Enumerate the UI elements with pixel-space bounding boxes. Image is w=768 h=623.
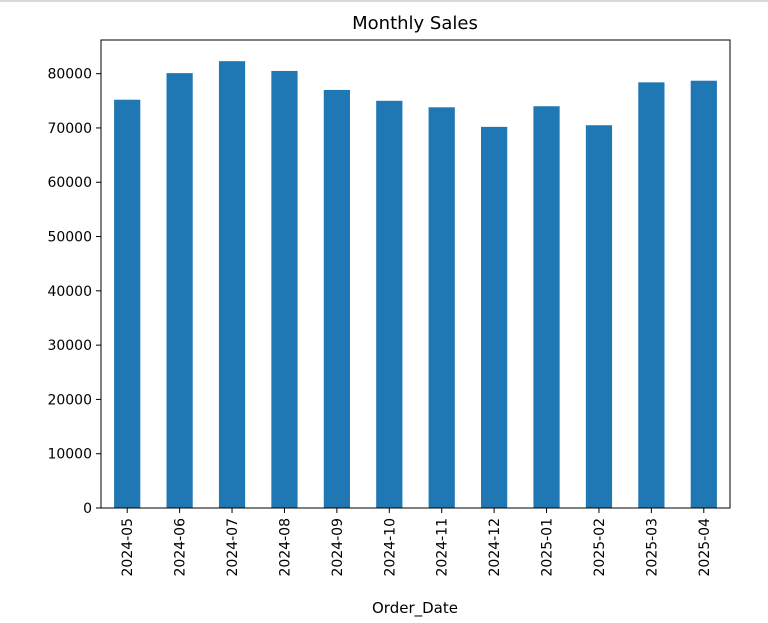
- y-tick-label: 60000: [47, 175, 92, 191]
- bar-2025-03: [638, 82, 665, 508]
- y-tick-label: 20000: [47, 392, 92, 408]
- bar-2024-07: [218, 61, 246, 509]
- x-tick-label: 2024-08: [277, 518, 293, 577]
- y-tick-label: 0: [83, 501, 92, 517]
- y-tick-label: 40000: [47, 284, 92, 300]
- x-tick-label: 2024-10: [382, 518, 398, 577]
- plot-area-frame: [100, 39, 731, 509]
- bars-group: [114, 61, 717, 509]
- y-tick-label: 80000: [47, 67, 92, 83]
- x-tick-label: 2024-06: [173, 518, 189, 577]
- bar-2024-08: [271, 70, 298, 508]
- bar-2025-04: [690, 80, 717, 508]
- y-tick-label: 70000: [47, 121, 92, 137]
- x-tick-label: 2024-09: [330, 518, 346, 577]
- x-tick-label: 2025-04: [697, 518, 713, 577]
- y-axis: 0 10000 20000 30000 40000 50000 60000 70000 8000…: [47, 67, 101, 517]
- x-axis: 2024-05 2024-06 2024-07 2024-08 2024-09 2024-…: [120, 508, 713, 577]
- bar-2025-01: [533, 106, 560, 509]
- y-tick-label: 10000: [47, 447, 92, 463]
- x-tick-label: 2024-07: [225, 518, 241, 577]
- chart-title: Monthly Sales: [352, 13, 478, 34]
- x-tick-label: 2025-03: [644, 518, 660, 577]
- bar-2024-10: [376, 100, 403, 508]
- x-tick-label: 2024-05: [120, 518, 136, 577]
- x-tick-label: 2025-02: [592, 518, 608, 577]
- bar-2024-06: [166, 73, 193, 509]
- bar-2024-12: [481, 126, 508, 509]
- x-axis-title: Order_Date: [372, 599, 458, 618]
- bar-2024-05: [114, 99, 141, 508]
- y-tick-label: 50000: [47, 230, 92, 246]
- bar-2025-02: [585, 125, 613, 509]
- bar-2024-09: [323, 89, 350, 508]
- bar-2024-11: [428, 107, 455, 508]
- x-tick-label: 2024-11: [435, 518, 451, 577]
- y-tick-label: 30000: [47, 338, 92, 354]
- top-divider: [0, 0, 768, 2]
- x-tick-label: 2025-01: [540, 518, 556, 577]
- x-tick-label: 2024-12: [487, 518, 503, 577]
